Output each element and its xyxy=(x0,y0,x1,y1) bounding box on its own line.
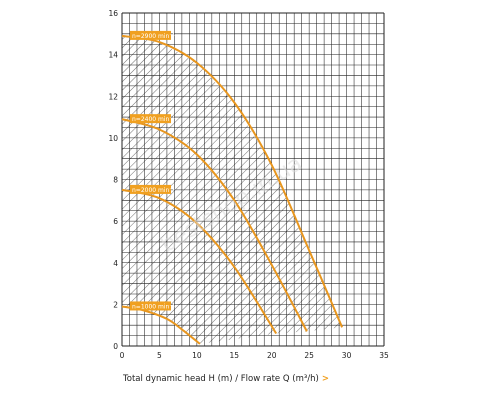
speed-labels: n=2900 min⁻¹ n=2400 min⁻¹ n=2000 min⁻¹ n=10… xyxy=(130,30,175,311)
speed-curve-0 xyxy=(121,34,344,328)
speed-label-box xyxy=(130,184,171,194)
x-tick-label: 20 xyxy=(267,351,277,360)
x-axis-label: Total dynamic head H (m) / Flow rate Q (… xyxy=(123,374,329,384)
speed-curve-1 xyxy=(121,118,308,332)
y-tick-label: 8 xyxy=(113,176,118,185)
y-tick-label: 2 xyxy=(113,300,118,309)
x-axis-label-text: Total dynamic head H (m) / Flow rate Q (… xyxy=(123,374,319,384)
y-tick-label: 4 xyxy=(113,259,118,268)
speed-label-box xyxy=(130,30,171,40)
speed-label-box xyxy=(130,301,171,311)
speed-label: n=1000 min⁻¹ xyxy=(132,303,175,310)
y-tick-label: 16 xyxy=(108,9,118,18)
speed-label: n=2900 min⁻¹ xyxy=(132,33,175,40)
y-tick-label: 14 xyxy=(108,51,118,60)
x-tick-label: 35 xyxy=(379,351,389,360)
x-tick-label: 5 xyxy=(157,351,162,360)
y-tick-label: 10 xyxy=(108,134,118,143)
speed-curve-2 xyxy=(121,188,278,335)
y-tick-label: 12 xyxy=(108,92,118,101)
x-tick-label: 15 xyxy=(230,351,240,360)
chevron-right-icon[interactable]: > xyxy=(321,374,329,384)
speed-label: n=2400 min⁻¹ xyxy=(132,116,175,123)
y-tick-label: 6 xyxy=(113,217,118,226)
x-tick-label: 30 xyxy=(342,351,352,360)
y-axis-ticks: 0 2 4 6 8 10 12 14 16 xyxy=(108,9,118,351)
x-tick-label: 25 xyxy=(304,351,314,360)
x-tick-label: 0 xyxy=(120,351,125,360)
speed-label-box xyxy=(130,114,171,124)
speed-curves xyxy=(121,34,344,345)
x-axis-ticks: 0 5 10 15 20 25 30 35 xyxy=(120,351,389,360)
x-tick-label: 10 xyxy=(192,351,202,360)
y-tick-label: 0 xyxy=(113,342,118,351)
speed-label: n=2000 min⁻¹ xyxy=(132,187,175,194)
